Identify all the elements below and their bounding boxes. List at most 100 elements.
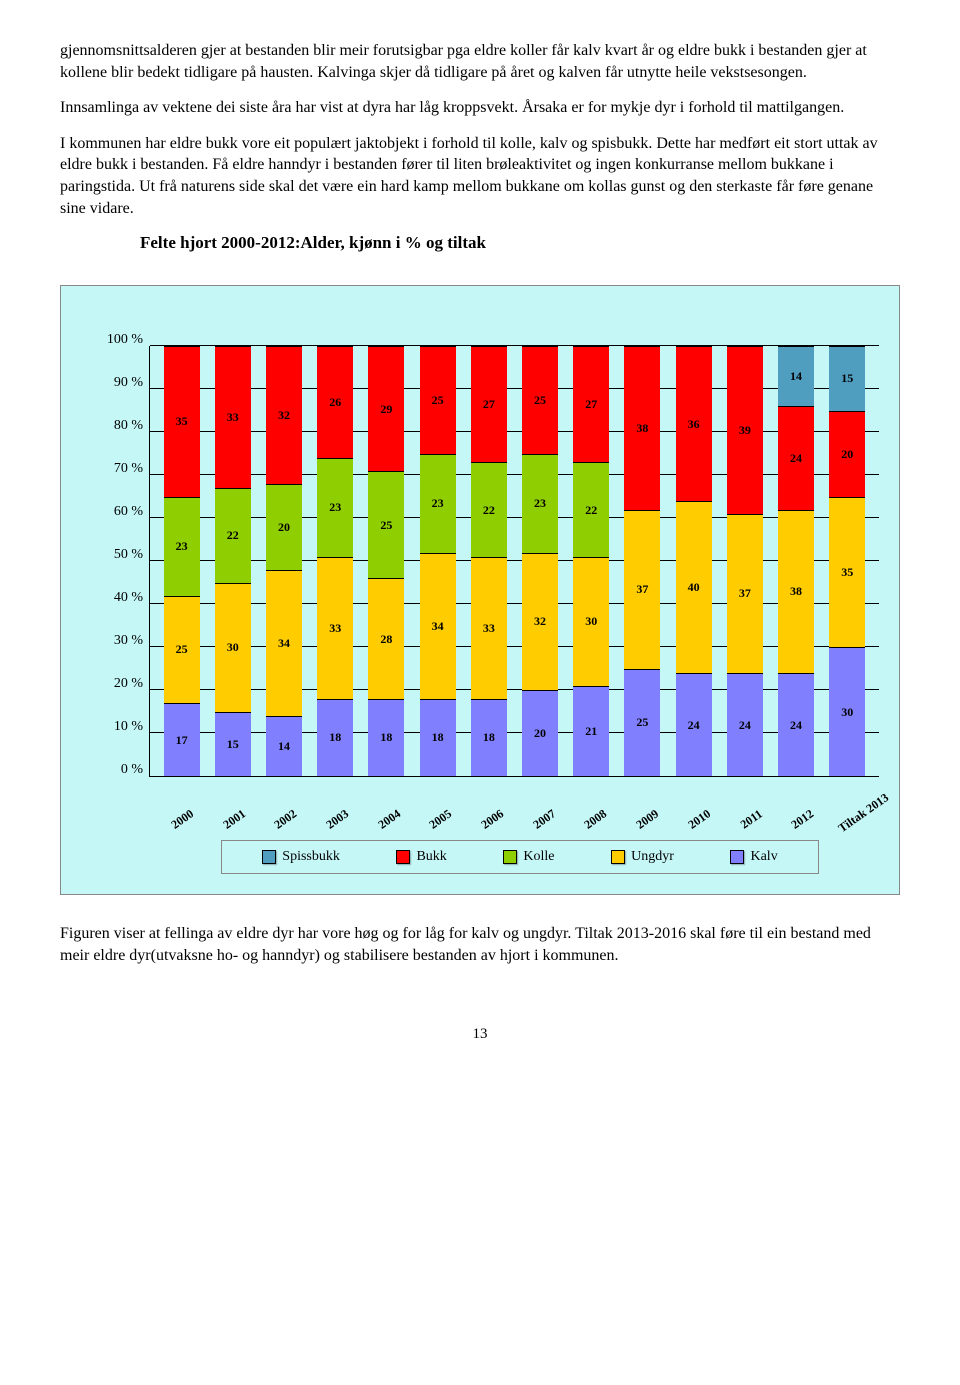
x-tick-label: Tiltak 2013 [835, 803, 873, 836]
segment-bukk: 29 [368, 346, 404, 471]
x-tick-label: 2005 [422, 803, 460, 836]
segment-kalv: 24 [778, 673, 814, 776]
segment-bukk: 39 [727, 346, 763, 514]
x-tick-label: 2002 [267, 803, 305, 836]
segment-bukk: 25 [522, 346, 558, 454]
segment-bukk: 27 [471, 346, 507, 462]
segment-bukk: 33 [215, 346, 251, 488]
chart-container: 100 %90 %80 %70 %60 %50 %40 %30 %20 %10 … [60, 285, 900, 895]
bar-2010: 244036 [676, 346, 712, 776]
segment-spissbukk: 14 [778, 346, 814, 406]
x-tick-label: 2011 [732, 803, 770, 836]
legend-swatch [503, 850, 517, 864]
segment-bukk: 32 [266, 346, 302, 484]
segment-ungdyr: 35 [829, 497, 865, 648]
segment-bukk: 25 [420, 346, 456, 454]
legend-item-spissbukk: Spissbukk [262, 849, 340, 865]
segment-ungdyr: 30 [573, 557, 609, 686]
bar-2000: 17252335 [164, 346, 200, 776]
segment-kolle: 23 [317, 458, 353, 557]
segment-kalv: 18 [420, 699, 456, 776]
bar-2009: 253738 [624, 346, 660, 776]
segment-kalv: 18 [368, 699, 404, 776]
x-tick-label: 2008 [577, 803, 615, 836]
legend-swatch [396, 850, 410, 864]
x-tick-label: 2009 [629, 803, 667, 836]
y-axis: 100 %90 %80 %70 %60 %50 %40 %30 %20 %10 … [81, 347, 149, 777]
bar-2011: 243739 [727, 346, 763, 776]
legend-item-bukk: Bukk [396, 849, 446, 865]
segment-kolle: 22 [471, 462, 507, 557]
x-axis: 2000200120022003200420052006200720082009… [143, 783, 879, 818]
bar-2012: 24382414 [778, 346, 814, 776]
legend-item-kolle: Kolle [503, 849, 554, 865]
segment-kalv: 18 [471, 699, 507, 776]
x-tick-label: 2007 [525, 803, 563, 836]
segment-ungdyr: 32 [522, 553, 558, 691]
segment-bukk: 27 [573, 346, 609, 462]
segment-ungdyr: 33 [471, 557, 507, 699]
segment-kolle: 22 [573, 462, 609, 557]
segment-kolle: 25 [368, 471, 404, 579]
segment-kalv: 25 [624, 669, 660, 777]
segment-kalv: 21 [573, 686, 609, 776]
bars-group: 1725233515302233143420321833232618282529… [150, 346, 879, 776]
legend-label: Kalv [750, 849, 777, 865]
x-tick-label: 2010 [680, 803, 718, 836]
segment-bukk: 36 [676, 346, 712, 501]
segment-ungdyr: 25 [164, 596, 200, 704]
x-tick-label: 2004 [370, 803, 408, 836]
x-tick-label: 2006 [474, 803, 512, 836]
segment-kolle: 20 [266, 484, 302, 570]
paragraph-2: Innsamlinga av vektene dei siste åra har… [60, 97, 900, 119]
segment-kalv: 20 [522, 690, 558, 776]
chart-title: Felte hjort 2000-2012:Alder, kjønn i % o… [140, 233, 900, 253]
segment-kolle: 22 [215, 488, 251, 583]
page-number: 13 [60, 1026, 900, 1043]
bar-2004: 18282529 [368, 346, 404, 776]
legend: Spissbukk Bukk Kolle Ungdyr Kalv [221, 840, 819, 874]
x-tick-label: 2012 [784, 803, 822, 836]
legend-label: Spissbukk [282, 849, 340, 865]
bar-2001: 15302233 [215, 346, 251, 776]
segment-kalv: 14 [266, 716, 302, 776]
bar-2008: 21302227 [573, 346, 609, 776]
legend-label: Ungdyr [631, 849, 674, 865]
legend-swatch [262, 850, 276, 864]
legend-item-ungdyr: Ungdyr [611, 849, 674, 865]
segment-ungdyr: 30 [215, 583, 251, 712]
segment-ungdyr: 37 [727, 514, 763, 673]
bar-2006: 18332227 [471, 346, 507, 776]
x-tick-label: 2001 [215, 803, 253, 836]
segment-ungdyr: 33 [317, 557, 353, 699]
segment-bukk: 35 [164, 346, 200, 497]
segment-ungdyr: 34 [266, 570, 302, 716]
legend-item-kalv: Kalv [730, 849, 777, 865]
legend-swatch [730, 850, 744, 864]
bar-Tiltak 2013: 30352015 [829, 346, 865, 776]
x-tick-label: 2003 [318, 803, 356, 836]
bar-2007: 20322325 [522, 346, 558, 776]
segment-kalv: 15 [215, 712, 251, 777]
segment-kalv: 24 [727, 673, 763, 776]
legend-label: Kolle [523, 849, 554, 865]
paragraph-4: Figuren viser at fellinga av eldre dyr h… [60, 923, 900, 966]
segment-kalv: 30 [829, 647, 865, 776]
segment-spissbukk: 15 [829, 346, 865, 411]
paragraph-3: I kommunen har eldre bukk vore eit popul… [60, 133, 900, 219]
legend-label: Bukk [416, 849, 446, 865]
segment-ungdyr: 40 [676, 501, 712, 673]
segment-kalv: 17 [164, 703, 200, 776]
segment-kolle: 23 [164, 497, 200, 596]
segment-kolle: 23 [522, 454, 558, 553]
segment-bukk: 38 [624, 346, 660, 509]
segment-kolle: 23 [420, 454, 456, 553]
segment-kalv: 24 [676, 673, 712, 776]
bar-2003: 18332326 [317, 346, 353, 776]
legend-swatch [611, 850, 625, 864]
segment-ungdyr: 37 [624, 510, 660, 669]
segment-ungdyr: 34 [420, 553, 456, 699]
segment-kalv: 18 [317, 699, 353, 776]
bar-2002: 14342032 [266, 346, 302, 776]
plot-area: 1725233515302233143420321833232618282529… [149, 346, 879, 777]
